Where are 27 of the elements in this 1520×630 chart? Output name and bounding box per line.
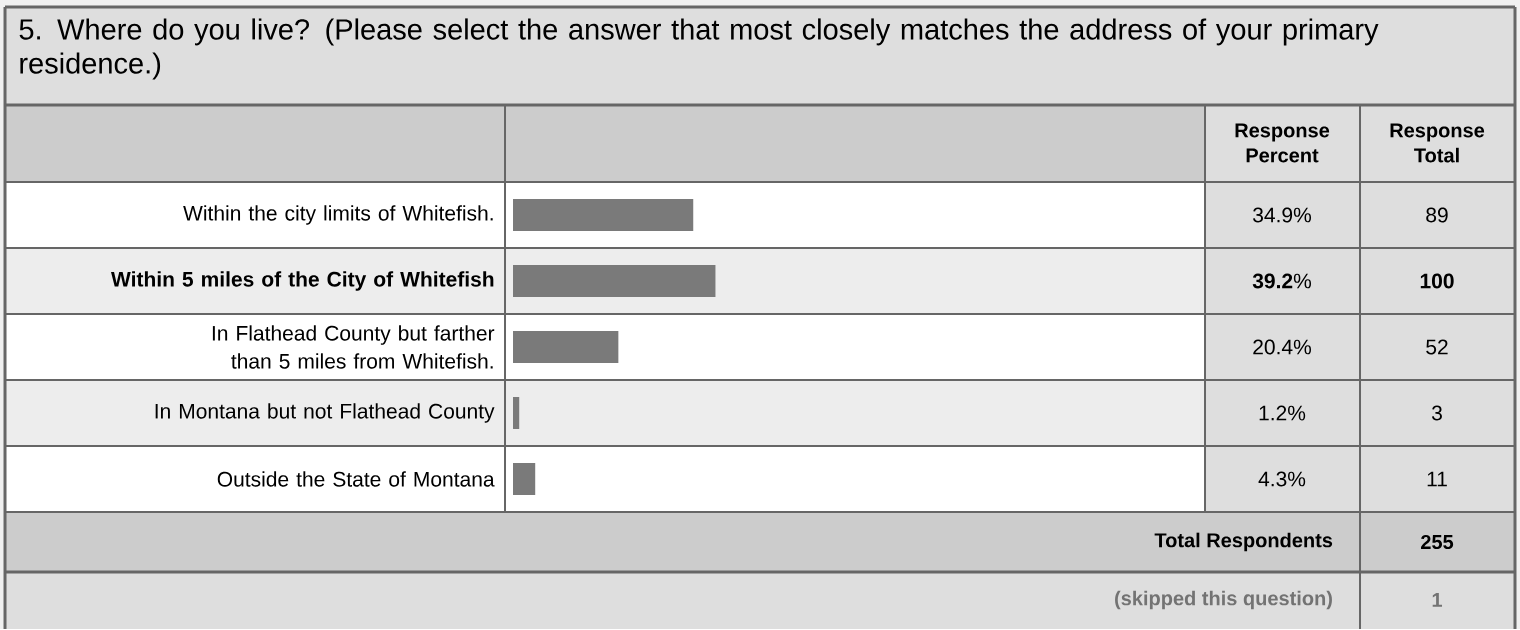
y-tick-label: Within 5 miles of the City of Whitefish [111, 270, 494, 291]
text: 11 [1427, 471, 1447, 486]
text: 89 [1426, 207, 1448, 223]
data-label: 34.9% [1253, 207, 1312, 223]
bar [513, 330, 619, 363]
text: 3 [1431, 405, 1442, 421]
text: Response Total [1390, 123, 1485, 163]
data-label: 4.3% [1258, 471, 1306, 487]
bar [513, 396, 520, 429]
data-label: 1.2% [1259, 405, 1306, 421]
chart-title: 5. Where do you live? (Please select the answer that most closely matches the address of your primary residence.) [19, 18, 1379, 80]
text: Response Percent [1235, 123, 1330, 163]
text: 1 [1432, 592, 1443, 607]
bar [513, 198, 694, 231]
y-tick-label: In Montana but not Flathead County [155, 402, 495, 423]
y-tick-label: In Flathead County but farther than 5 miles from Whitefish. [212, 325, 495, 369]
y-tick-label: Outside the State of Montana [217, 471, 495, 487]
text: 100 [1420, 273, 1454, 289]
data-label: 20.4% [1253, 339, 1312, 355]
y-tick-label: Within the city limits of Whitefish. [183, 204, 493, 225]
text: 255 [1421, 534, 1454, 549]
bar [513, 264, 716, 297]
text: (skipped this question) [1115, 590, 1332, 610]
text: Total Respondents [1154, 532, 1333, 552]
text: 52 [1426, 339, 1448, 355]
data-label: 39.2% [1252, 273, 1312, 289]
bar [513, 462, 536, 495]
